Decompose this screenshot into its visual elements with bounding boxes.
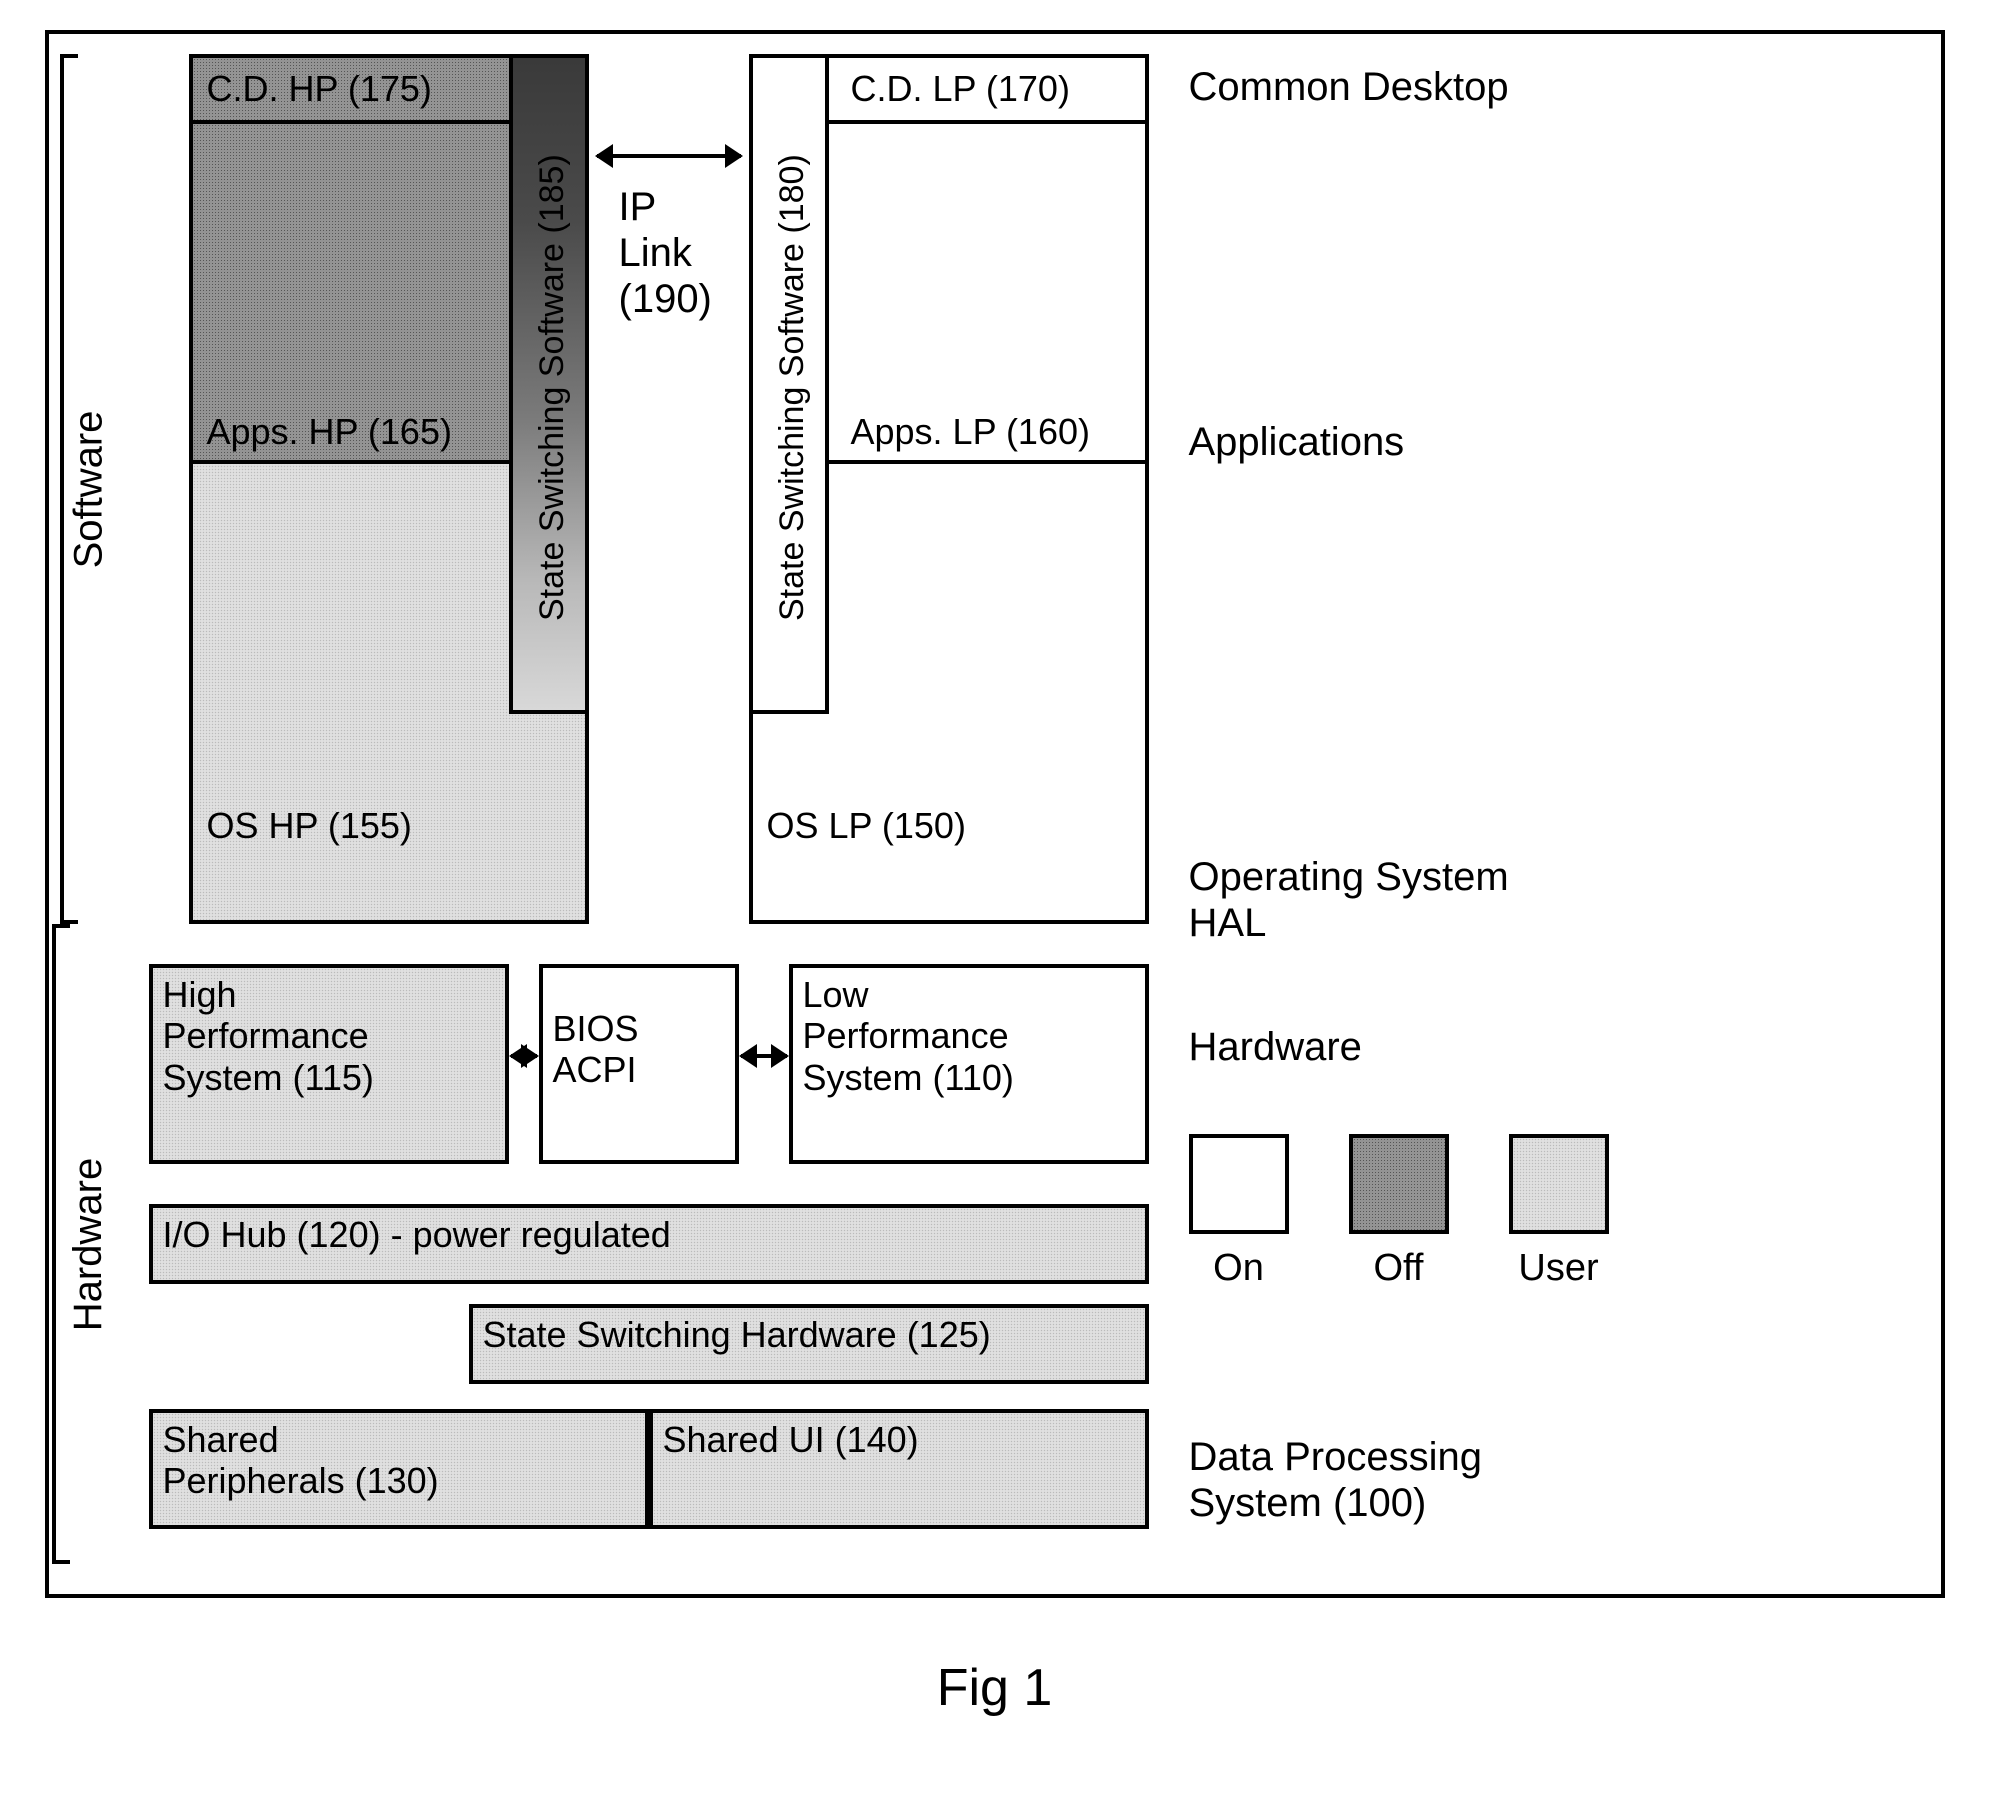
shared-peripherals-box: Shared Peripherals (130) xyxy=(149,1409,649,1529)
legend-on-swatch xyxy=(1189,1134,1289,1234)
hardware-side-label: Hardware xyxy=(1189,1024,1362,1070)
legend-user-label: User xyxy=(1509,1247,1609,1290)
lp-system-box: Low Performance System (110) xyxy=(789,964,1149,1164)
bios-acpi-box: BIOS ACPI xyxy=(539,964,739,1164)
common-desktop-label: Common Desktop xyxy=(1189,64,1509,110)
figure: Software Hardware OS HP (155) Apps. HP (… xyxy=(45,30,1945,1718)
sss-hp-label: State Switching Software (185) xyxy=(525,68,580,708)
hp-bios-arrow xyxy=(511,1054,537,1058)
dps-label: Data Processing System (100) xyxy=(1189,1434,1482,1526)
bios-lp-arrow xyxy=(741,1054,787,1058)
legend-user-swatch xyxy=(1509,1134,1609,1234)
sss-lp-label: State Switching Software (180) xyxy=(765,68,820,708)
figure-caption: Fig 1 xyxy=(45,1658,1945,1718)
apps-hp-label: Apps. HP (165) xyxy=(199,407,460,456)
ip-link-label: IP Link (190) xyxy=(619,184,712,322)
legend-off-label: Off xyxy=(1349,1247,1449,1290)
outer-frame: Software Hardware OS HP (155) Apps. HP (… xyxy=(45,30,1945,1598)
io-hub-box: I/O Hub (120) - power regulated xyxy=(149,1204,1149,1284)
cd-hp-label: C.D. HP (175) xyxy=(199,64,440,113)
apps-lp-label: Apps. LP (160) xyxy=(843,407,1098,456)
software-bracket-label: Software xyxy=(66,410,111,568)
legend-on-label: On xyxy=(1189,1247,1289,1290)
shared-ui-box: Shared UI (140) xyxy=(649,1409,1149,1529)
ssh-box: State Switching Hardware (125) xyxy=(469,1304,1149,1384)
hp-system-box: High Performance System (115) xyxy=(149,964,509,1164)
sss-hp-box: State Switching Software (185) xyxy=(509,54,589,714)
sss-lp-box: State Switching Software (180) xyxy=(749,54,829,714)
applications-label: Applications xyxy=(1189,419,1405,465)
bracket-column: Software Hardware xyxy=(69,54,129,1564)
ip-link-arrow xyxy=(597,154,741,158)
os-lp-label: OS LP (150) xyxy=(759,801,974,850)
cd-lp-label: C.D. LP (170) xyxy=(843,64,1078,113)
legend-off-swatch xyxy=(1349,1134,1449,1234)
os-hal-label: Operating System HAL xyxy=(1189,854,1509,946)
legend: On Off User xyxy=(1189,1134,1609,1290)
hardware-bracket-label: Hardware xyxy=(66,1157,111,1330)
diagram-body: OS HP (155) Apps. HP (165) C.D. HP (175)… xyxy=(149,54,1911,1564)
os-hp-label: OS HP (155) xyxy=(199,801,420,850)
